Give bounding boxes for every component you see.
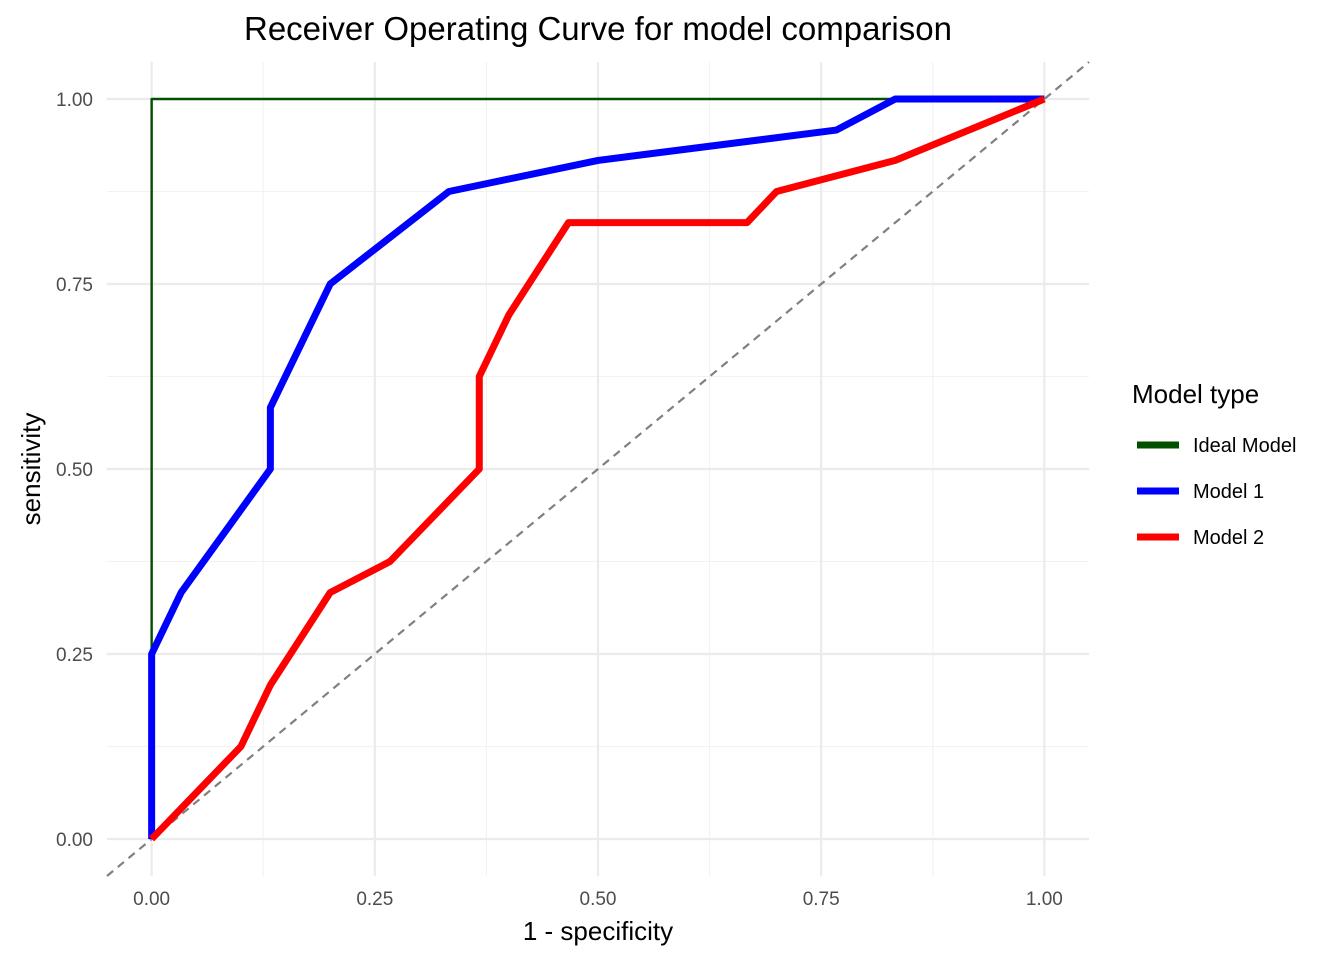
- chart-title: Receiver Operating Curve for model compa…: [244, 10, 952, 47]
- series-layer: [148, 95, 1046, 842]
- series-line-model-1: [148, 95, 1045, 839]
- legend-items: Ideal Model Model 1 Model 2: [1137, 435, 1296, 549]
- series-line-ideal-model: [150, 97, 1045, 839]
- y-tick-label: 0.25: [56, 645, 93, 666]
- y-tick-label: 0.50: [56, 460, 93, 481]
- legend-title: Model type: [1132, 379, 1259, 409]
- legend-label-ideal-model: Ideal Model: [1193, 435, 1296, 457]
- legend: Model type Ideal Model Model 1 Model 2: [1132, 379, 1296, 549]
- legend-item-model-1: Model 1: [1137, 481, 1264, 503]
- x-tick-label: 0.50: [580, 889, 617, 910]
- x-axis-ticks: 0.00 0.25 0.50 0.75 1.00: [133, 889, 1063, 910]
- x-tick-label: 0.25: [356, 889, 393, 910]
- y-tick-label: 0.75: [56, 275, 93, 296]
- x-tick-label: 0.00: [133, 889, 170, 910]
- y-axis-ticks: 0.00 0.25 0.50 0.75 1.00: [56, 90, 93, 851]
- x-tick-label: 1.00: [1026, 889, 1063, 910]
- x-axis-title: 1 - specificity: [523, 916, 673, 946]
- y-tick-label: 0.00: [56, 830, 93, 851]
- reference-diagonal-line: [106, 61, 1090, 877]
- series-line-model-2: [149, 95, 1046, 842]
- reference-line-layer: [106, 61, 1090, 877]
- legend-item-ideal-model: Ideal Model: [1137, 435, 1296, 457]
- legend-label-model-1: Model 1: [1193, 481, 1264, 503]
- y-tick-label: 1.00: [56, 90, 93, 111]
- legend-item-model-2: Model 2: [1137, 527, 1264, 549]
- legend-label-model-2: Model 2: [1193, 527, 1264, 549]
- y-axis-title: sensitivity: [16, 413, 46, 526]
- x-tick-label: 0.75: [803, 889, 840, 910]
